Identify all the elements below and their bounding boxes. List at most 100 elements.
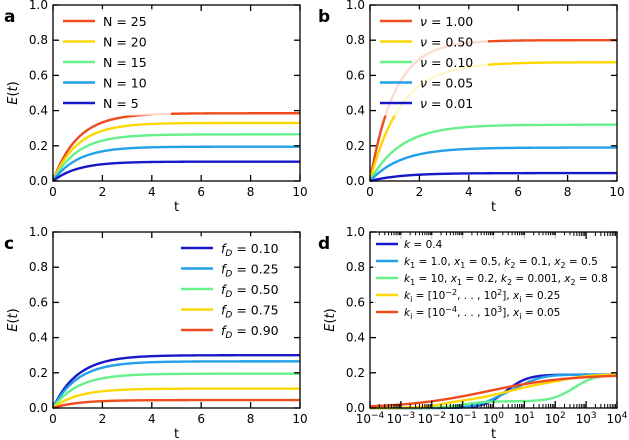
y-tick-label: 0.4 — [29, 331, 48, 345]
x-tick-label: 102 — [545, 411, 566, 426]
x-tick-label: 8 — [564, 185, 572, 199]
legend-entry: k1​ = 10, x1​ = 0.2, k2​ = 0.001, x2​ = … — [404, 273, 608, 287]
series-line-2 — [51, 360, 301, 409]
x-tick-label: 6 — [197, 412, 205, 426]
legend: k = 0.4 k1​ = 1.0, x1​ = 0.5, k2​ = 0.1, … — [373, 235, 608, 324]
x-tick-label: 6 — [197, 185, 205, 199]
series-lines — [368, 39, 618, 183]
legend: fD = 0.10 fD = 0.25 fD = 0.50 fD = 0.75 fD =… — [177, 236, 289, 343]
legend-entry: ν = 0.05 — [420, 76, 473, 91]
legend-entry: N = 10 — [103, 76, 147, 91]
series-line-3 — [51, 133, 301, 182]
x-tick-label: 10−3 — [387, 411, 416, 426]
x-tick-label: 100 — [483, 411, 504, 426]
x-tick-label: 10−4 — [356, 411, 385, 426]
x-tick-label: 10−2 — [417, 411, 446, 426]
series-line-2 — [51, 121, 301, 182]
panel-b: b 0.0 0.2 0.4 0.6 0.8 1.0 0 2 4 6 8 10 t ν = 1.00 ν = 0… — [318, 0, 625, 215]
series-line-4 — [369, 146, 618, 182]
legend-entry: N = 5 — [103, 96, 139, 111]
series-line-5 — [52, 160, 301, 182]
legend-entry: N = 20 — [103, 35, 147, 50]
y-tick-label: 0.4 — [346, 104, 365, 118]
series-line-4 — [52, 145, 301, 182]
x-axis-label: t — [491, 200, 496, 215]
x-tick-label: 103 — [576, 411, 597, 426]
y-tick-label: 1.0 — [29, 225, 48, 239]
series-line-5 — [52, 398, 301, 410]
y-tick-label: 0.6 — [29, 68, 48, 82]
x-tick-label: 6 — [514, 185, 522, 199]
y-tick-label: 0.0 — [29, 401, 48, 415]
y-tick-label: 1.0 — [29, 0, 48, 12]
y-tick-label: 0.4 — [346, 331, 365, 345]
legend-entry: ν = 0.01 — [420, 96, 473, 111]
legend-entry: fD = 0.10 — [221, 241, 279, 259]
y-axis-label: E(t) — [6, 81, 21, 104]
y-tick-label: 0.2 — [346, 139, 365, 153]
x-axis-label: t — [174, 427, 179, 440]
panel-c: c 0.0 0.2 0.4 0.6 0.8 1.0 0 2 4 6 8 10 t E(t) fD = 0.10… — [4, 225, 308, 440]
y-tick-label: 0.2 — [29, 139, 48, 153]
x-tick-label: 4 — [465, 185, 473, 199]
legend: ν = 1.00 ν = 0.50 ν = 0.10 ν = 0.05 ν = 0.01 — [376, 9, 488, 116]
legend-entry: N = 25 — [103, 14, 147, 29]
legend-entry: fD = 0.90 — [221, 323, 279, 341]
legend-entry: fD = 0.75 — [221, 303, 279, 321]
y-tick-label: 0.0 — [346, 401, 365, 415]
legend: N = 25 N = 20 N = 15 N = 10 N = 5 — [59, 9, 171, 116]
series-line-3 — [52, 372, 301, 409]
panel-label-d: d — [318, 234, 330, 254]
series-line-4 — [52, 387, 301, 409]
y-tick-label: 0.2 — [346, 366, 365, 380]
legend-entry: fD = 0.25 — [221, 262, 279, 280]
axes-frame — [369, 4, 618, 182]
series-line-5 — [369, 171, 618, 183]
y-tick-label: 0.8 — [346, 260, 365, 274]
x-tick-label: 104 — [606, 411, 627, 426]
y-tick-label: 0.8 — [29, 33, 48, 47]
panel-label-c: c — [4, 234, 14, 254]
x-tick-label: 8 — [247, 185, 255, 199]
x-tick-label: 0 — [49, 412, 57, 426]
axes-frame — [52, 231, 301, 409]
legend-entry: k1​ = 1.0, x1​ = 0.5, k2​ = 0.1, x2​ = 0… — [404, 256, 598, 270]
axes-frame — [52, 4, 301, 182]
series-lines — [51, 112, 301, 182]
y-tick-label: 0.8 — [29, 260, 48, 274]
x-tick-label: 4 — [148, 185, 156, 199]
x-tick-label: 101 — [514, 411, 535, 426]
x-tick-label: 10−1 — [448, 411, 477, 426]
y-axis-label: E(t) — [6, 308, 21, 331]
legend-entry: ki​ = [10−2​, . . , 102​], xi​ = 0.25 — [404, 288, 560, 304]
x-tick-label: 8 — [247, 412, 255, 426]
legend-entry: k = 0.4 — [404, 239, 443, 251]
legend-entry: ν = 0.10 — [420, 55, 473, 70]
x-tick-label: 10 — [292, 185, 307, 199]
series-line-1 — [51, 112, 301, 182]
legend-entry: ν = 0.50 — [420, 35, 473, 50]
x-tick-label: 0 — [366, 185, 374, 199]
series-line-5 — [369, 374, 618, 408]
x-tick-label: 0 — [49, 185, 57, 199]
panel-d: d 0.0 0.2 0.4 0.6 0.8 1.0 10−4 10−3 10−2 10−1 100 10… — [318, 225, 628, 440]
y-tick-label: 0.0 — [346, 174, 365, 188]
x-tick-label: 10 — [609, 185, 624, 199]
x-tick-label: 2 — [99, 412, 107, 426]
y-tick-label: 0.6 — [346, 295, 365, 309]
y-tick-label: 1.0 — [346, 225, 365, 239]
series-line-3 — [368, 123, 618, 182]
x-tick-label: 2 — [416, 185, 424, 199]
legend-entry: ki​ = [10−4​, . . , 103​], xi​ = 0.05 — [404, 305, 560, 321]
y-tick-label: 0.2 — [29, 366, 48, 380]
y-axis-label: E(t) — [323, 308, 338, 331]
legend-entry: fD = 0.50 — [221, 282, 279, 300]
y-tick-label: 0.6 — [29, 295, 48, 309]
panel-label-b: b — [318, 7, 330, 27]
y-tick-label: 0.8 — [346, 33, 365, 47]
x-tick-label: 4 — [148, 412, 156, 426]
y-tick-label: 0.0 — [29, 174, 48, 188]
y-tick-label: 0.4 — [29, 104, 48, 118]
